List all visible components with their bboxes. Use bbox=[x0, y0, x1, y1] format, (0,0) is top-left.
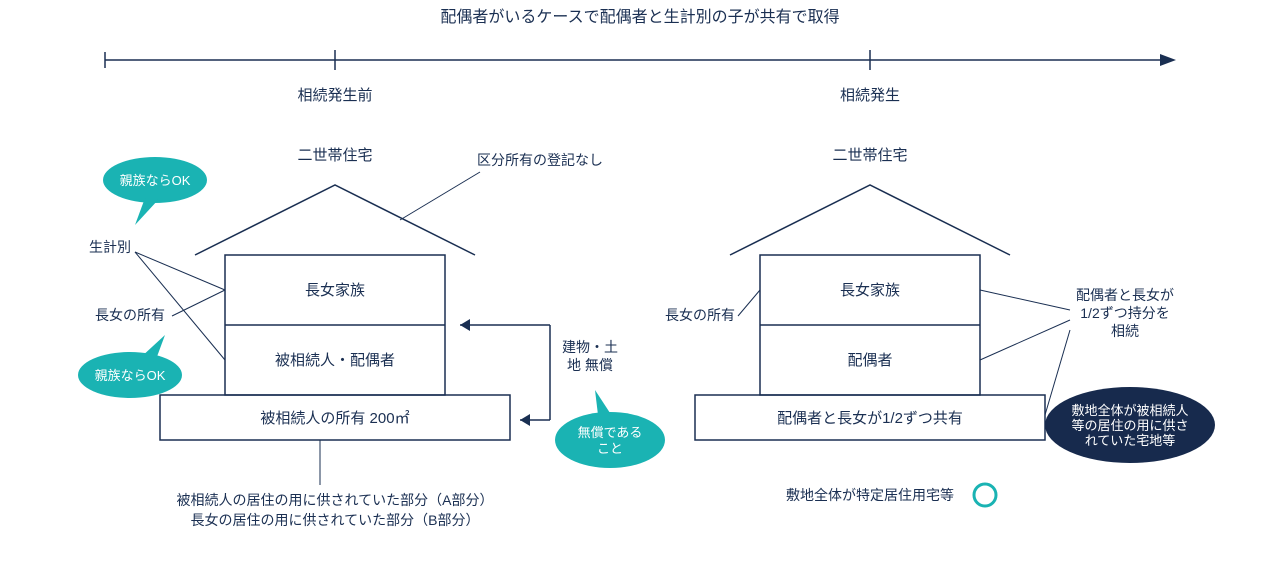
badge-relative-ok-2: 親族ならOK bbox=[78, 335, 182, 398]
roof-note: 区分所有の登記なし bbox=[477, 152, 603, 168]
left-footer-2: 長女の居住の用に供されていた部分（B部分） bbox=[191, 512, 480, 528]
right-note-3: 相続 bbox=[1111, 323, 1139, 339]
right-footer: 敷地全体が特定居住用宅等 bbox=[786, 487, 954, 503]
left-footer-1: 被相続人の居住の用に供されていた部分（A部分） bbox=[177, 492, 494, 508]
right-floor1: 長女家族 bbox=[840, 281, 900, 299]
seikei-label: 生計別 bbox=[89, 239, 131, 255]
left-floor1: 長女家族 bbox=[305, 281, 365, 299]
left-land-text: 被相続人の所有 200㎡ bbox=[260, 410, 409, 427]
right-floor2: 配偶者 bbox=[847, 352, 892, 369]
left-floor2: 被相続人・配偶者 bbox=[275, 352, 395, 369]
right-group: 二世帯住宅 長女家族 配偶者 配偶者と長女が1/2ずつ共有 長女の所有 配偶者と… bbox=[665, 147, 1215, 506]
svg-text:親族ならOK: 親族ならOK bbox=[120, 173, 191, 188]
svg-text:敷地全体が被相続人: 敷地全体が被相続人 bbox=[1071, 403, 1188, 418]
diagram-canvas: 配偶者がいるケースで配偶者と生計別の子が共有で取得 相続発生前 相続発生 二世帯… bbox=[0, 0, 1280, 568]
timeline-label-before: 相続発生前 bbox=[297, 87, 372, 104]
svg-text:等の居住の用に供さ: 等の居住の用に供さ bbox=[1071, 418, 1188, 433]
left-house-label: 二世帯住宅 bbox=[297, 147, 372, 164]
right-side-label: 長女の所有 bbox=[665, 307, 735, 323]
right-land-text: 配偶者と長女が1/2ずつ共有 bbox=[777, 409, 963, 427]
choujo-shoyu-label: 長女の所有 bbox=[95, 307, 165, 323]
arrow-note-l1: 建物・土 bbox=[562, 339, 618, 355]
navy-bubble: 敷地全体が被相続人 等の居住の用に供さ れていた宅地等 bbox=[1045, 387, 1215, 463]
circle-icon bbox=[974, 484, 996, 506]
arrow-note-l2: 地 無償 bbox=[567, 357, 613, 373]
left-group: 二世帯住宅 区分所有の登記なし 長女家族 被相続人・配偶者 被相続人の所有 20… bbox=[78, 147, 665, 528]
timeline-label-after: 相続発生 bbox=[840, 87, 900, 104]
page-title: 配偶者がいるケースで配偶者と生計別の子が共有で取得 bbox=[440, 8, 839, 26]
svg-text:親族ならOK: 親族ならOK bbox=[95, 368, 166, 383]
right-house-label: 二世帯住宅 bbox=[832, 147, 907, 164]
right-note-2: 1/2ずつ持分を bbox=[1080, 305, 1169, 321]
badge-relative-ok-1: 親族ならOK bbox=[103, 157, 207, 225]
svg-text:こと: こと bbox=[597, 441, 623, 456]
building-land-arrows: 建物・土 地 無償 bbox=[460, 319, 618, 426]
timeline: 相続発生前 相続発生 bbox=[105, 50, 1176, 104]
svg-text:無償である: 無償である bbox=[578, 425, 643, 440]
badge-free: 無償である こと bbox=[555, 390, 665, 468]
right-note-1: 配偶者と長女が bbox=[1076, 287, 1174, 303]
svg-text:れていた宅地等: れていた宅地等 bbox=[1085, 433, 1176, 448]
